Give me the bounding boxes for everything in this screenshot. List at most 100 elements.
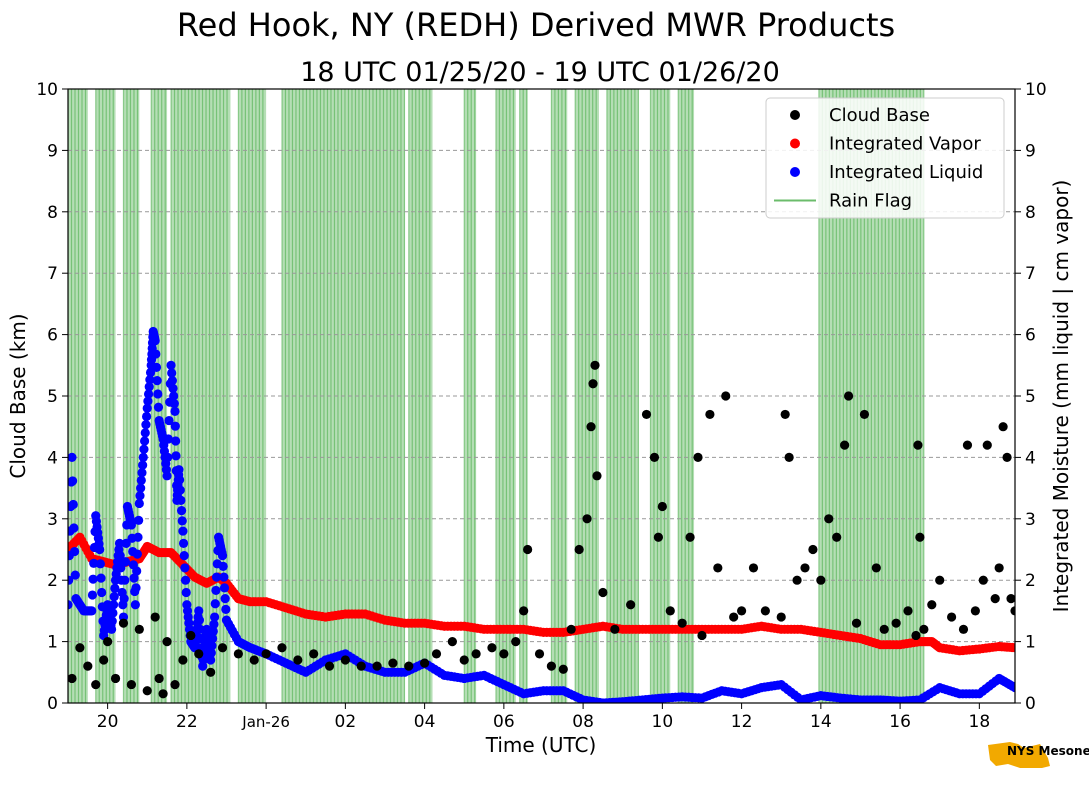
data-point: [1010, 643, 1015, 653]
legend: Cloud Base Integrated Vapor Integrated Liq…: [765, 97, 1005, 219]
data-point: [89, 558, 99, 568]
data-point: [142, 686, 152, 696]
data-point: [158, 689, 168, 699]
data-point: [87, 590, 98, 600]
data-point: [404, 661, 414, 671]
logo-text: NYS Mesonet: [1007, 744, 1089, 758]
data-point: [134, 624, 144, 634]
data-point: [519, 606, 529, 616]
data-point: [194, 615, 205, 625]
x-tick-label: 22: [176, 712, 198, 732]
data-point: [962, 440, 973, 450]
data-point: [120, 557, 131, 567]
data-point: [141, 420, 151, 430]
data-point: [792, 575, 802, 585]
y-tick-label-right: 4: [1025, 448, 1036, 468]
data-point: [309, 649, 319, 659]
data-point: [132, 549, 142, 559]
data-point: [153, 389, 163, 399]
data-point: [171, 436, 181, 446]
y-axis-label-right: Integrated Moisture (mm liquid | cm vapo…: [1049, 180, 1073, 613]
legend-label: Integrated Vapor: [829, 134, 981, 155]
data-point: [729, 612, 739, 622]
data-point: [685, 532, 695, 542]
data-point: [167, 376, 177, 386]
data-point: [178, 538, 189, 548]
data-point: [186, 630, 196, 641]
data-point: [208, 633, 218, 644]
data-point: [816, 575, 826, 585]
data-point: [109, 591, 119, 602]
data-point: [891, 618, 901, 628]
data-point: [871, 563, 881, 573]
x-tick-label: 18: [969, 712, 991, 732]
y-tick-label: 9: [47, 141, 58, 161]
data-point: [174, 465, 184, 475]
data-point: [590, 360, 600, 370]
data-point: [736, 606, 747, 616]
y-tick-label-right: 2: [1025, 571, 1036, 591]
data-point: [138, 460, 148, 470]
data-point: [211, 572, 222, 582]
data-point: [217, 643, 228, 653]
data-point: [499, 649, 509, 659]
data-point: [697, 630, 707, 641]
data-point: [780, 409, 790, 420]
data-point: [947, 612, 957, 622]
data-point: [96, 573, 106, 583]
data-point: [913, 440, 923, 450]
data-point: [68, 600, 73, 610]
data-point: [120, 575, 130, 585]
data-point: [859, 409, 870, 420]
legend-label: Integrated Liquid: [829, 162, 983, 183]
x-tick-label: 02: [335, 712, 357, 732]
x-tick-label: 06: [493, 712, 515, 732]
data-point: [162, 471, 172, 481]
data-point: [91, 679, 101, 690]
x-tick-label: 08: [572, 712, 594, 732]
data-point: [178, 526, 188, 536]
y-tick-label-right: 9: [1025, 141, 1036, 161]
data-point: [903, 606, 913, 616]
legend-marker-dot: [790, 138, 800, 149]
data-point: [879, 624, 889, 634]
x-tick-label: Jan-26: [241, 713, 290, 731]
y-tick-label-right: 5: [1025, 387, 1036, 407]
data-point: [164, 415, 174, 426]
x-tick-label: 04: [414, 712, 436, 732]
data-point: [153, 402, 164, 412]
series-cloud-base: [68, 360, 1015, 699]
data-point: [108, 608, 118, 618]
data-point: [776, 612, 786, 622]
data-point: [760, 606, 770, 616]
data-point: [511, 637, 521, 647]
data-point: [748, 563, 759, 573]
x-axis-label: Time (UTC): [485, 733, 597, 757]
data-point: [181, 587, 191, 598]
data-point: [68, 452, 77, 462]
data-point: [207, 641, 217, 651]
data-point: [118, 618, 129, 628]
data-point: [994, 563, 1004, 573]
data-point: [713, 563, 723, 573]
data-point: [210, 612, 220, 622]
x-tick-label: 12: [731, 712, 753, 732]
y-tick-label: 6: [47, 326, 58, 346]
data-point: [138, 452, 148, 462]
legend-marker-dot: [790, 110, 800, 120]
y-tick-label: 7: [47, 264, 58, 284]
data-point: [249, 655, 259, 665]
data-point: [206, 667, 216, 677]
data-point: [145, 367, 156, 378]
data-point: [209, 619, 219, 629]
data-point: [206, 648, 216, 658]
data-point: [107, 616, 117, 626]
data-point: [919, 624, 929, 634]
y-tick-label-right: 1: [1025, 633, 1036, 653]
data-point: [206, 655, 216, 665]
data-point: [106, 624, 117, 634]
data-point: [808, 544, 818, 555]
data-point: [110, 583, 120, 593]
data-point: [169, 391, 179, 401]
